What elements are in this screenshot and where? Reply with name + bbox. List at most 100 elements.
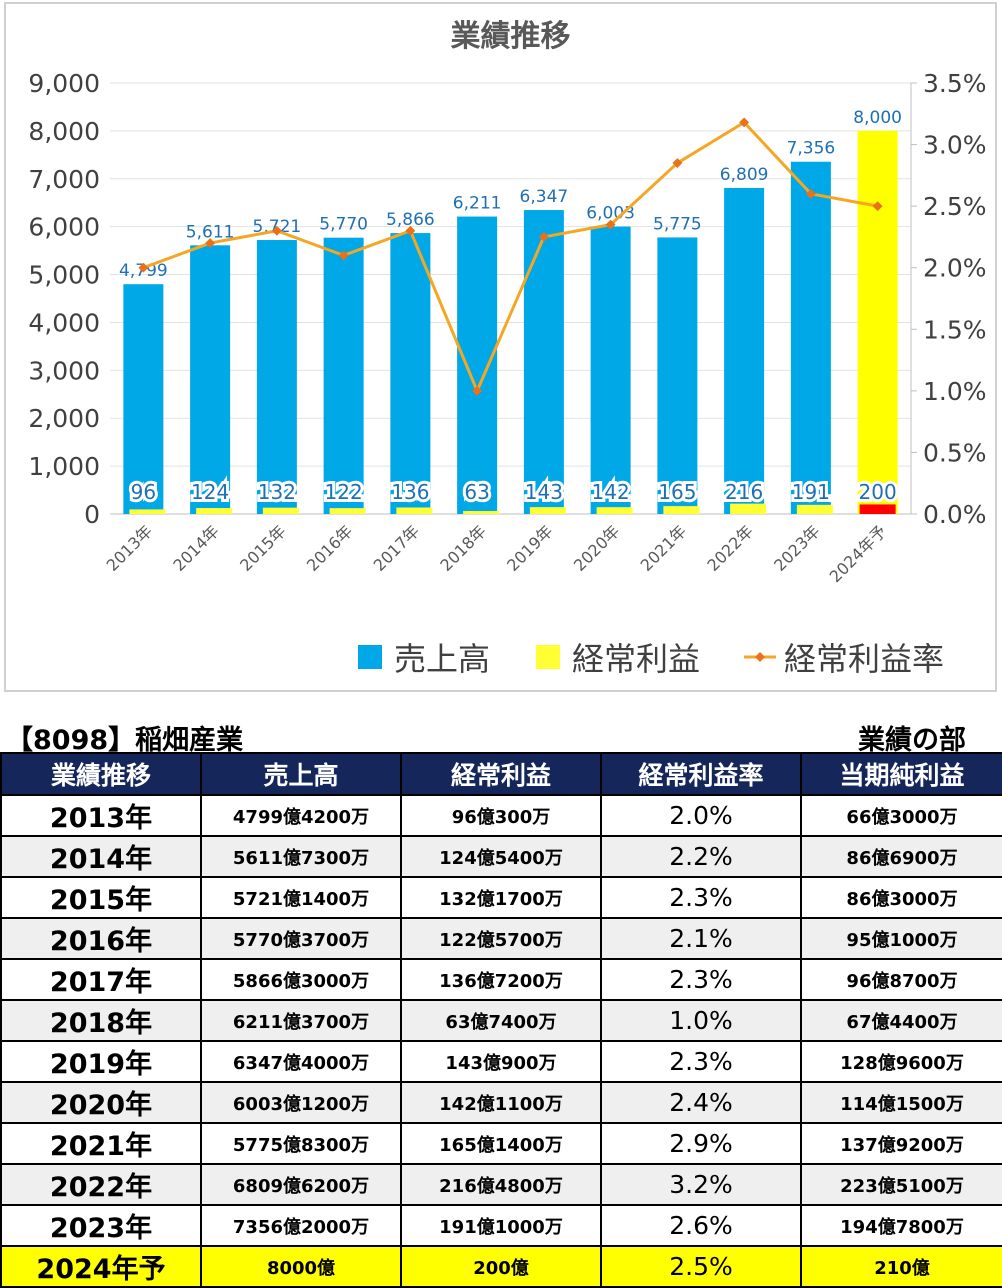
cell-period: 2014年: [0, 835, 202, 878]
y2-tick-label: 3.0%: [923, 131, 987, 160]
profit-rate-point: [405, 225, 416, 236]
x-tick-label: 2016年: [303, 521, 357, 575]
profit-bar: [262, 507, 299, 514]
profit-rate-point: [538, 231, 549, 242]
cell-sales: 6347億4000万: [200, 1040, 402, 1083]
profit-bar: [396, 507, 433, 514]
header-net-income: 当期純利益: [800, 752, 1002, 796]
x-tick-label: 2021年: [637, 521, 691, 575]
y2-tick-label: 0.0%: [923, 500, 987, 529]
performance-table: 業績推移 売上高 経常利益 経常利益率 当期純利益 2013年 4799億4200…: [0, 752, 1002, 1288]
cell-sales: 7356億2000万: [200, 1204, 402, 1247]
x-tick-label: 2024年予: [826, 521, 891, 586]
x-tick-label: 2013年: [103, 521, 157, 575]
table-row: 2021年 5775億8300万 165億1400万 2.9% 137億9200万: [0, 1122, 1002, 1165]
cell-period: 2020年: [0, 1081, 202, 1124]
sales-data-label: 8,000: [853, 108, 902, 128]
y-tick-label: 0: [84, 500, 100, 529]
cell-period: 2019年: [0, 1040, 202, 1083]
cell-sales: 5611億7300万: [200, 835, 402, 878]
profit-rate-point: [872, 201, 883, 212]
y2-tick-label: 2.0%: [923, 254, 987, 283]
cell-period: 2018年: [0, 999, 202, 1042]
header-period: 業績推移: [0, 752, 202, 796]
profit-bar: [663, 506, 700, 514]
cell-net-income: 114億1500万: [800, 1081, 1002, 1124]
sales-bar: [657, 237, 698, 515]
cell-period: 2024年予: [0, 1245, 202, 1288]
cell-ordinary-profit: 132億1700万: [400, 876, 602, 919]
legend-profit-label: 経常利益: [572, 640, 700, 678]
table-row: 2020年 6003億1200万 142億1100万 2.4% 114億1500万: [0, 1081, 1002, 1124]
x-tick-label: 2017年: [370, 521, 424, 575]
profit-data-label: 132: [258, 480, 296, 504]
profit-data-label: 96: [131, 480, 156, 504]
cell-profit-rate: 2.9%: [600, 1122, 802, 1165]
profit-rate-point: [739, 117, 750, 128]
cell-net-income: 128億9600万: [800, 1040, 1002, 1083]
profit-data-label: 142: [592, 480, 630, 504]
x-tick-label: 2015年: [236, 521, 290, 575]
table-header-row: 業績推移 売上高 経常利益 経常利益率 当期純利益: [0, 752, 1002, 796]
y2-tick-label: 1.5%: [923, 315, 987, 344]
sales-bar: [523, 210, 564, 514]
cell-sales: 4799億4200万: [200, 794, 402, 837]
profit-bar: [596, 507, 633, 514]
company-title: 【8098】稲畑産業: [6, 725, 244, 756]
cell-net-income: 86億3000万: [800, 876, 1002, 919]
y-tick-label: 3,000: [28, 356, 100, 385]
sales-bar: [390, 233, 431, 514]
profit-rate-point: [805, 188, 816, 199]
legend-profit-swatch: [536, 645, 560, 669]
cell-profit-rate: 2.5%: [600, 1245, 802, 1288]
sales-bar: [590, 226, 631, 514]
cell-profit-rate: 2.2%: [600, 835, 802, 878]
chart-panel: 業績推移 0 1,000 2,000 3,000 4,000 5,000 6,000 7,000…: [4, 2, 997, 692]
y-tick-label: 1,000: [28, 452, 100, 481]
table-row: 2018年 6211億3700万 63億7400万 1.0% 67億4400万: [0, 999, 1002, 1042]
section-title: 業績の部: [858, 725, 966, 756]
sales-data-label: 5,770: [319, 215, 368, 235]
sales-bar: [256, 240, 297, 515]
x-tick-label: 2020年: [570, 521, 624, 575]
cell-ordinary-profit: 165億1400万: [400, 1122, 602, 1165]
y2-tick-label: 1.0%: [923, 377, 987, 406]
sales-data-label: 6,211: [453, 194, 502, 214]
sales-data-label: 5,611: [186, 222, 235, 242]
table-row: 2019年 6347億4000万 143億900万 2.3% 128億9600万: [0, 1040, 1002, 1083]
cell-ordinary-profit: 200億: [400, 1245, 602, 1288]
profit-bar: [529, 507, 566, 514]
cell-profit-rate: 2.3%: [600, 1040, 802, 1083]
cell-net-income: 96億8700万: [800, 958, 1002, 1001]
sales-bar: [457, 216, 498, 514]
cell-period: 2015年: [0, 876, 202, 919]
profit-data-label: 200: [859, 480, 897, 504]
cell-sales: 5775億8300万: [200, 1122, 402, 1165]
table-row: 2013年 4799億4200万 96億300万 2.0% 66億3000万: [0, 794, 1002, 837]
table-row: 2022年 6809億6200万 216億4800万 3.2% 223億5100万: [0, 1163, 1002, 1206]
cell-sales: 6809億6200万: [200, 1163, 402, 1206]
table-row: 2023年 7356億2000万 191億1000万 2.6% 194億7800万: [0, 1204, 1002, 1247]
x-tick-label: 2022年: [703, 521, 757, 575]
profit-bar: [859, 504, 896, 514]
table-row: 2014年 5611億7300万 124億5400万 2.2% 86億6900万: [0, 835, 1002, 878]
cell-period: 2021年: [0, 1122, 202, 1165]
cell-period: 2013年: [0, 794, 202, 837]
profit-rate-point: [138, 262, 149, 273]
x-tick-label: 2023年: [770, 521, 824, 575]
legend-rate-marker: [755, 652, 765, 662]
y-tick-label: 9,000: [28, 69, 100, 98]
profit-rate-line: [142, 120, 878, 393]
cell-sales: 5770億3700万: [200, 917, 402, 960]
chart-title: 業績推移: [451, 19, 571, 54]
x-tick-label: 2014年: [169, 521, 223, 575]
cell-ordinary-profit: 136億7200万: [400, 958, 602, 1001]
profit-data-label: 191: [792, 480, 830, 504]
table-heading: 【8098】稲畑産業 業績の部: [0, 716, 1002, 756]
cell-profit-rate: 2.4%: [600, 1081, 802, 1124]
cell-sales: 6211億3700万: [200, 999, 402, 1042]
profit-data-label: 124: [191, 480, 229, 504]
cell-ordinary-profit: 142億1100万: [400, 1081, 602, 1124]
y2-tick-label: 0.5%: [923, 438, 987, 467]
y-tick-label: 7,000: [28, 165, 100, 194]
